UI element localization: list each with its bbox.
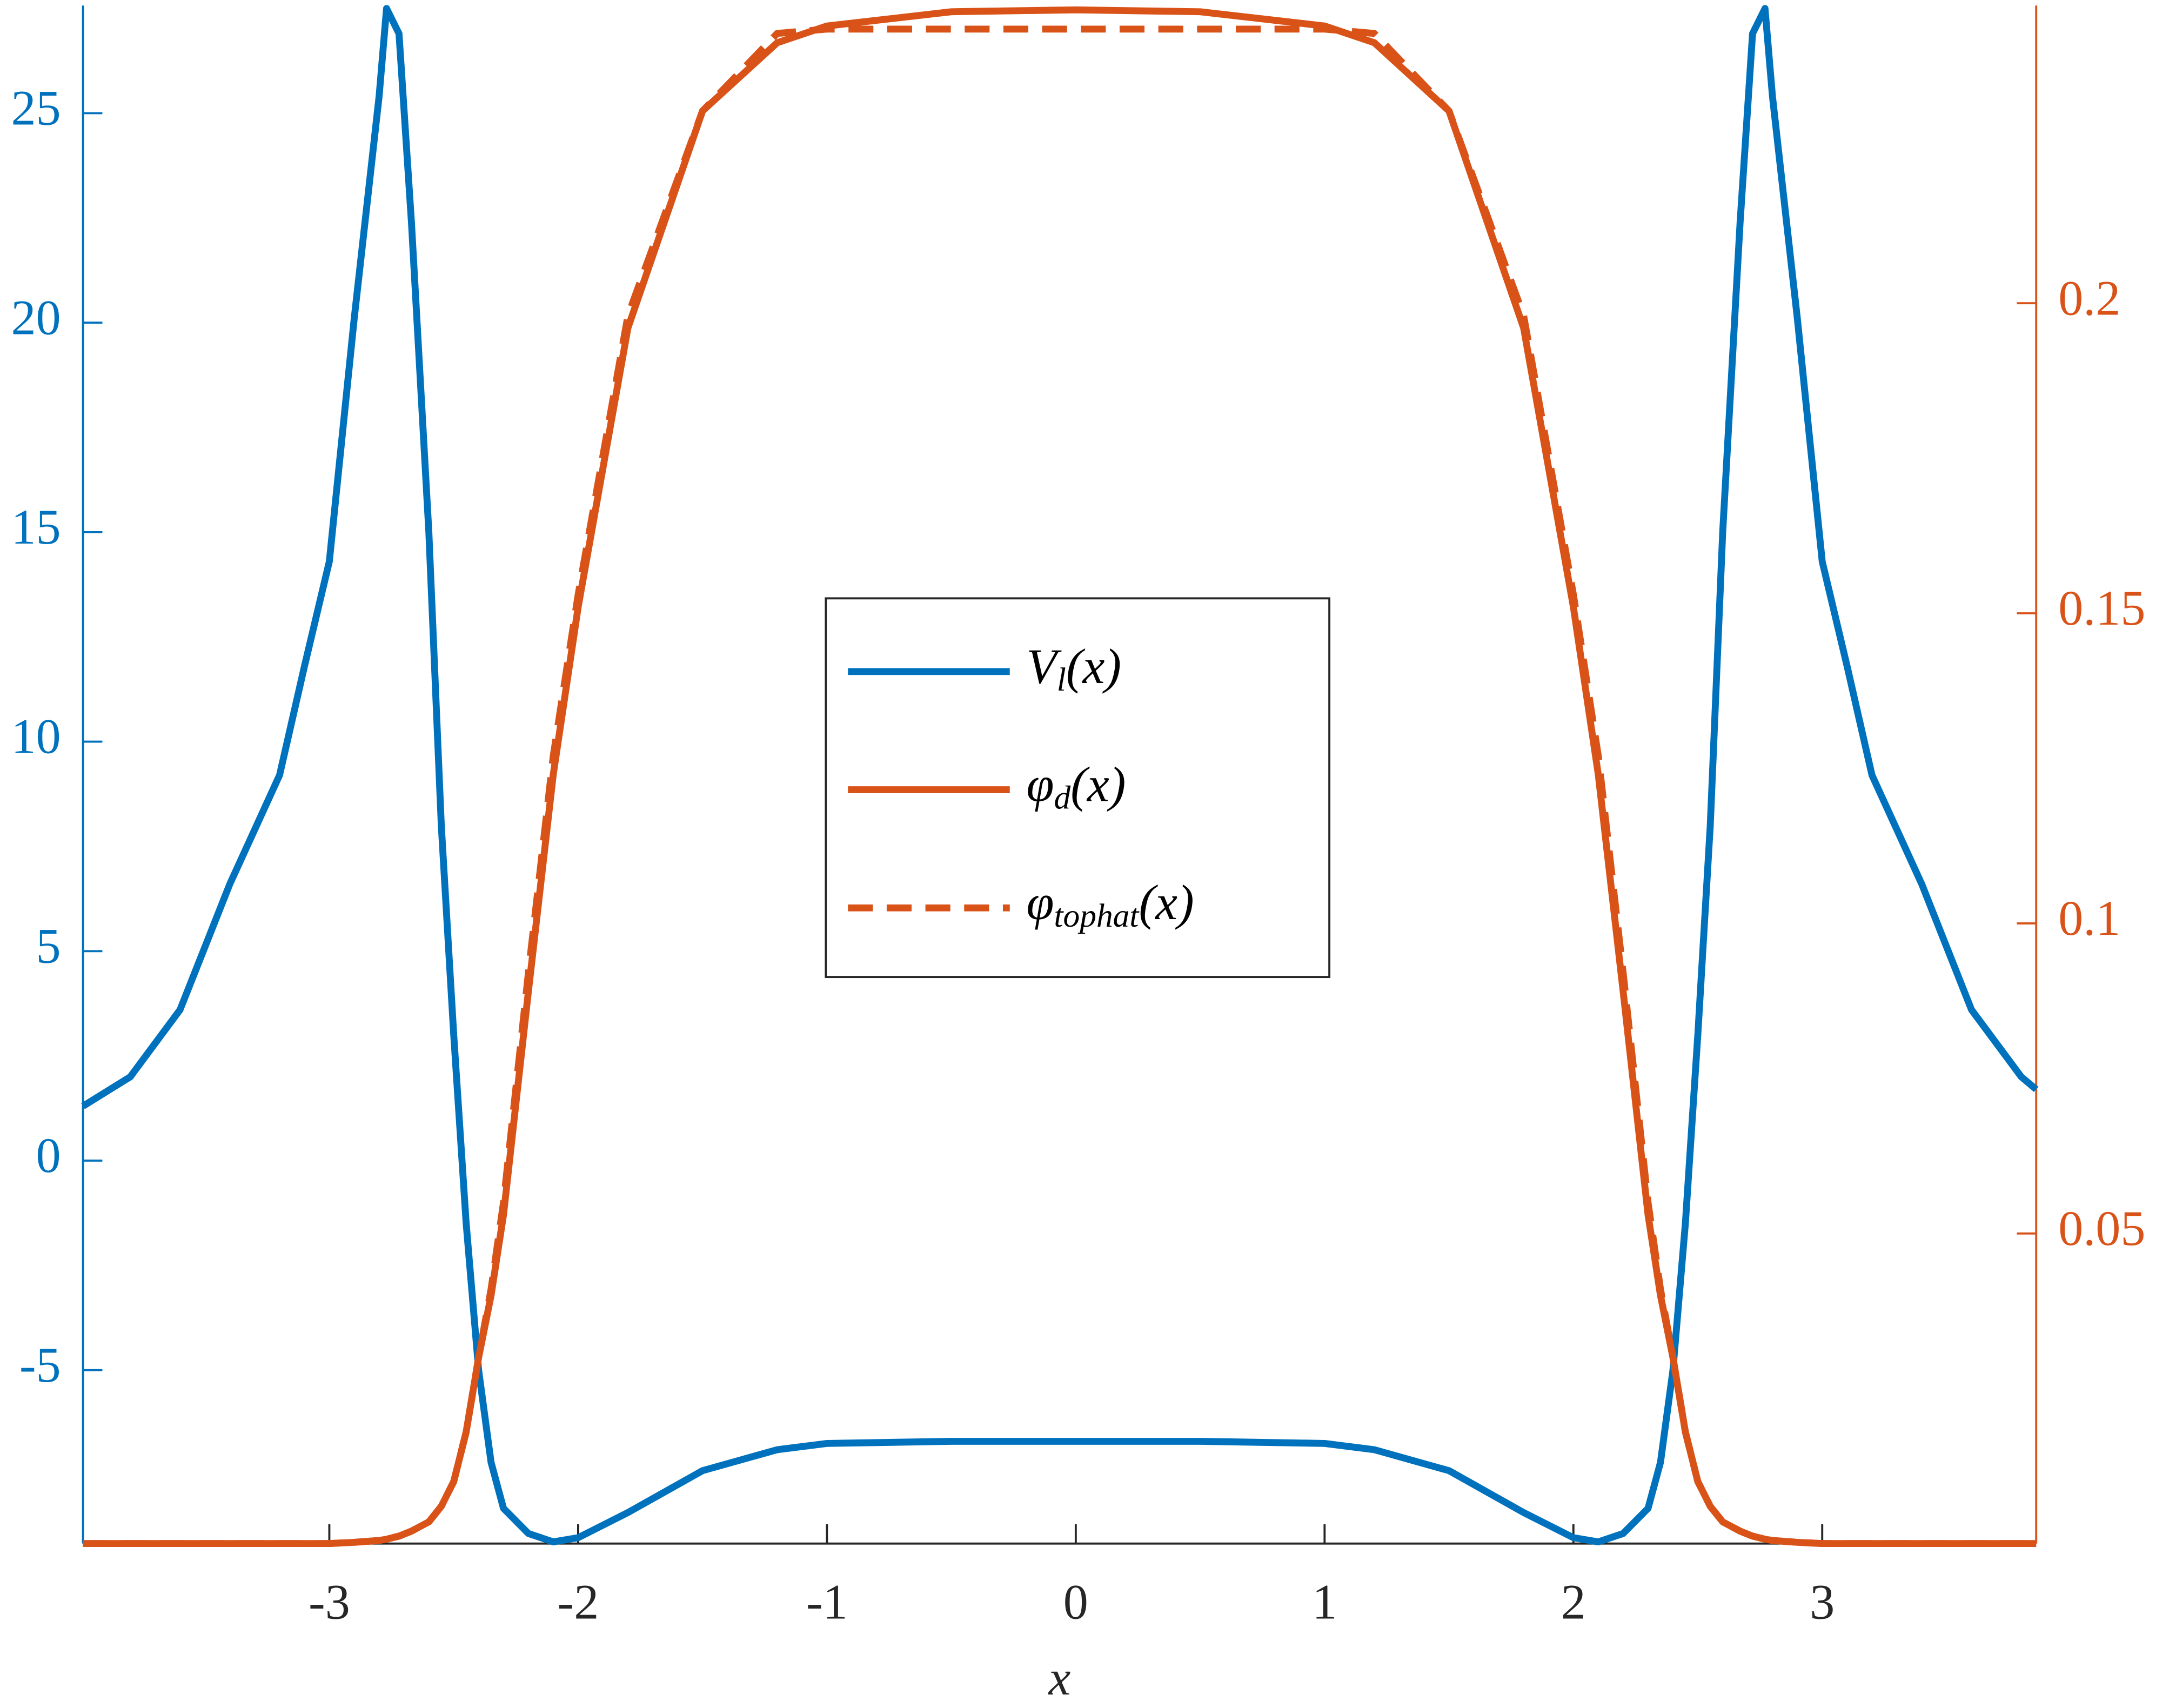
y-tick-label: 10 [11,709,61,764]
y2-tick-label: 0.2 [2058,270,2120,325]
y-tick-label: 5 [36,918,61,973]
x-tick-label: 2 [1561,1574,1586,1629]
legend-label: Vl(x) [1026,639,1121,698]
y-tick-label: 20 [11,290,61,345]
x-tick-label: 0 [1063,1574,1088,1629]
data-line [81,5,2039,1545]
y2-tick-label: 0.05 [2058,1201,2145,1256]
y2-tick-label: 0.1 [2058,890,2120,946]
x-tick-label: 1 [1312,1574,1337,1629]
legend-label: φtophat(x) [1026,875,1194,934]
y-tick-label: 25 [11,81,61,136]
x-tick-label: 3 [1810,1574,1835,1629]
data-line [83,6,2037,1548]
x-tick-label: -2 [558,1574,599,1629]
y-tick-label: 0 [36,1128,61,1183]
x-axis-label: x [1047,1650,1070,1705]
x-tick-label: -3 [309,1574,350,1629]
y-tick-label: 15 [11,499,61,554]
y-tick-label: -5 [19,1337,61,1392]
y2-tick-label: 0.15 [2058,580,2145,635]
legend-label: φd(x) [1026,757,1126,816]
x-tick-label: -1 [806,1574,848,1629]
